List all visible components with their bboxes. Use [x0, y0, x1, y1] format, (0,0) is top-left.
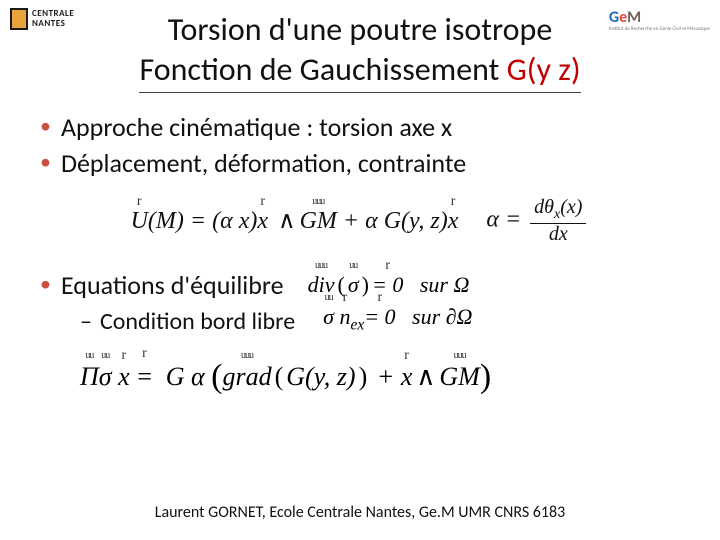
gem-e: e [619, 8, 627, 27]
row-equilibrium: • Equations d'équilibre div(σ) = 0 sur Ω [40, 269, 680, 301]
gem-m: M [627, 8, 641, 27]
bullet-1-text: Approche cinématique : torsion axe x [61, 111, 452, 143]
tensor-grad: grad [222, 362, 271, 392]
equation-boundary: σ nex = 0 sur ∂Ω [323, 304, 472, 334]
vector-x2: x [448, 208, 459, 235]
tensor-gm2: GM [439, 362, 479, 392]
equation-displacement: U(M) = (α x)x ∧GM + α G(y, z)x [131, 206, 459, 235]
gem-subtitle: Institut de Recherche en Génie Civil et … [609, 27, 710, 32]
title-line2: Fonction de Gauchissement G(y z) [139, 50, 580, 93]
tensor-sigma2: σ [99, 362, 112, 392]
bullet-dot-icon: • [40, 269, 51, 300]
title-line2a: Fonction de Gauchissement [139, 50, 506, 89]
tensor-sigma-b: σ [323, 304, 334, 330]
subbullet-1-text: Condition bord libre [100, 307, 295, 336]
row-boundary: – Condition bord libre σ nex = 0 sur ∂Ω [40, 303, 680, 336]
tensor-sigma: σ [348, 272, 359, 298]
equation-alpha: α = dθx(x) dx [486, 197, 589, 245]
vector-x: x [257, 208, 268, 235]
fraction-dtheta: dθx(x) dx [530, 197, 586, 245]
logo-gem: GeM Institut de Recherche en Génie Civil… [609, 8, 710, 32]
bullet-2-text: Déplacement, déformation, contrainte [61, 147, 466, 179]
vector-x3: x [118, 362, 130, 392]
equation-row-1: U(M) = (α x)x ∧GM + α G(y, z)x α = dθx(x… [40, 197, 680, 245]
logo-left-text: CENTRALE NANTES [32, 9, 74, 29]
logo-left-line2: NANTES [32, 19, 74, 29]
logo-square-icon [10, 8, 28, 30]
tensor-gm: GM [300, 208, 337, 235]
title-gyz: G(y z) [507, 50, 581, 89]
vector-u: U [131, 208, 148, 235]
vector-n: n [340, 304, 351, 330]
gem-g: G [609, 8, 619, 27]
equation-constitutive: Πσ x= G α (grad(G(y, z)) + x∧GM) [80, 360, 680, 398]
logo-centrale-nantes: CENTRALE NANTES [10, 8, 74, 30]
tensor-pi: Π [80, 362, 99, 392]
slide-content: • Approche cinématique : torsion axe x •… [0, 93, 720, 398]
subbullet-1: – Condition bord libre [80, 307, 295, 336]
bullet-1: • Approche cinématique : torsion axe x [40, 111, 680, 143]
slide-footer: Laurent GORNET, Ecole Centrale Nantes, G… [0, 503, 720, 522]
bullet-2: • Déplacement, déformation, contrainte [40, 147, 680, 179]
vector-x4: x [401, 362, 413, 392]
bullet-3: • Equations d'équilibre [40, 269, 284, 301]
bullet-dot-icon: • [40, 111, 51, 142]
bullet-3-text: Equations d'équilibre [61, 269, 284, 301]
bullet-dot-icon: • [40, 147, 51, 178]
dash-icon: – [80, 307, 92, 336]
